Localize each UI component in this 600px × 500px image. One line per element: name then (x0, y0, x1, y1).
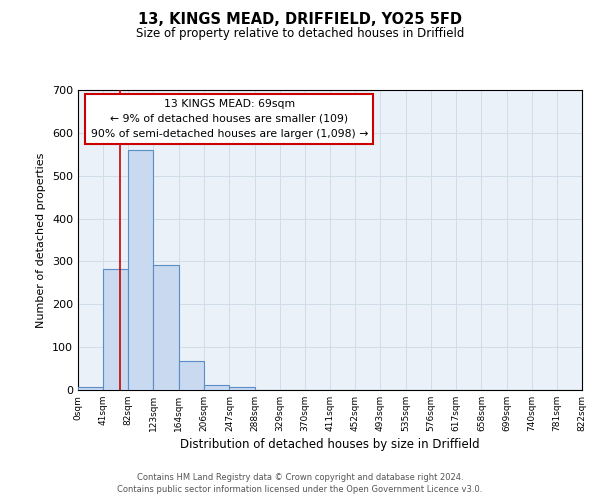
Bar (229, 386, 254, 390)
Bar (78, 387, 103, 390)
Bar (128, 150, 154, 390)
Text: 13, KINGS MEAD, DRIFFIELD, YO25 5FD: 13, KINGS MEAD, DRIFFIELD, YO25 5FD (138, 12, 462, 28)
Bar (154, 265, 179, 390)
Text: Size of property relative to detached houses in Driffield: Size of property relative to detached ho… (136, 28, 464, 40)
Text: Contains HM Land Registry data © Crown copyright and database right 2024.: Contains HM Land Registry data © Crown c… (137, 472, 463, 482)
Text: 13 KINGS MEAD: 69sqm
← 9% of detached houses are smaller (109)
90% of semi-detac: 13 KINGS MEAD: 69sqm ← 9% of detached ho… (91, 99, 368, 138)
Bar (179, 361, 205, 390)
Y-axis label: Number of detached properties: Number of detached properties (37, 152, 46, 328)
X-axis label: Distribution of detached houses by size in Driffield: Distribution of detached houses by size … (180, 438, 480, 451)
Bar (205, 385, 229, 390)
Text: Contains public sector information licensed under the Open Government Licence v3: Contains public sector information licen… (118, 485, 482, 494)
Bar (103, 269, 128, 390)
